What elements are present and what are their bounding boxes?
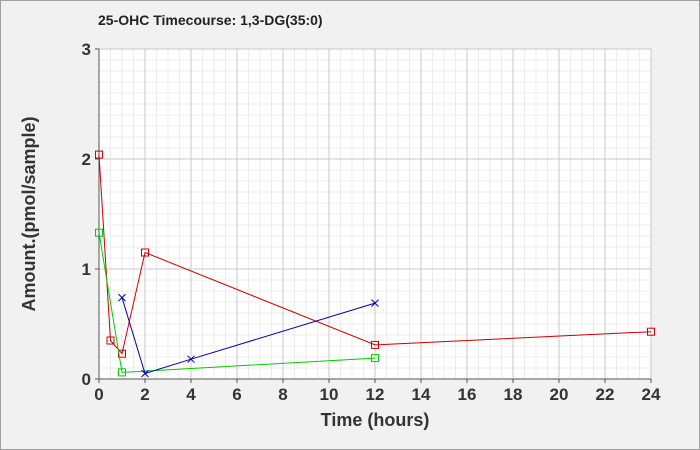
x-tick-label: 10 bbox=[320, 385, 339, 404]
x-tick-label: 4 bbox=[186, 385, 196, 404]
data-point bbox=[371, 354, 379, 363]
x-tick-label: 20 bbox=[550, 385, 569, 404]
series-2 bbox=[95, 228, 379, 377]
x-tick-label: 24 bbox=[642, 385, 661, 404]
data-point bbox=[95, 150, 103, 159]
data-point bbox=[647, 327, 655, 336]
data-point bbox=[371, 299, 379, 307]
y-axis-label: Amount.(pmol/sample) bbox=[19, 116, 39, 311]
x-tick-label: 18 bbox=[504, 385, 523, 404]
x-tick-label: 12 bbox=[366, 385, 385, 404]
series-1-line bbox=[98, 154, 652, 355]
y-axis-ticks: 0 1 2 3 bbox=[82, 40, 99, 389]
x-axis-label: Time (hours) bbox=[321, 410, 430, 430]
data-point bbox=[141, 248, 149, 257]
y-tick-label: 0 bbox=[82, 370, 91, 389]
x-axis-ticks: 0 2 4 6 8 10 12 14 16 18 20 22 24 bbox=[94, 379, 661, 404]
series-3-line bbox=[121, 297, 376, 375]
data-point bbox=[118, 368, 126, 377]
series-2-line bbox=[98, 232, 376, 373]
series-layer bbox=[95, 150, 655, 378]
x-tick-label: 0 bbox=[94, 385, 103, 404]
x-tick-label: 2 bbox=[140, 385, 149, 404]
data-point bbox=[95, 228, 103, 237]
data-point bbox=[187, 355, 195, 364]
y-tick-label: 1 bbox=[82, 260, 91, 279]
y-tick-label: 3 bbox=[82, 40, 91, 59]
x-tick-label: 8 bbox=[278, 385, 287, 404]
y-tick-label: 2 bbox=[82, 150, 91, 169]
x-tick-label: 16 bbox=[458, 385, 477, 404]
x-tick-label: 14 bbox=[412, 385, 431, 404]
data-point bbox=[106, 336, 115, 345]
data-point bbox=[141, 369, 149, 378]
x-tick-label: 6 bbox=[232, 385, 241, 404]
series-3 bbox=[118, 293, 379, 378]
chart-title: 25-OHC Timecourse: 1,3-DG(35:0) bbox=[98, 12, 323, 28]
series-1 bbox=[95, 150, 655, 358]
data-point bbox=[118, 293, 126, 302]
x-tick-label: 22 bbox=[596, 385, 615, 404]
data-point bbox=[371, 340, 379, 349]
